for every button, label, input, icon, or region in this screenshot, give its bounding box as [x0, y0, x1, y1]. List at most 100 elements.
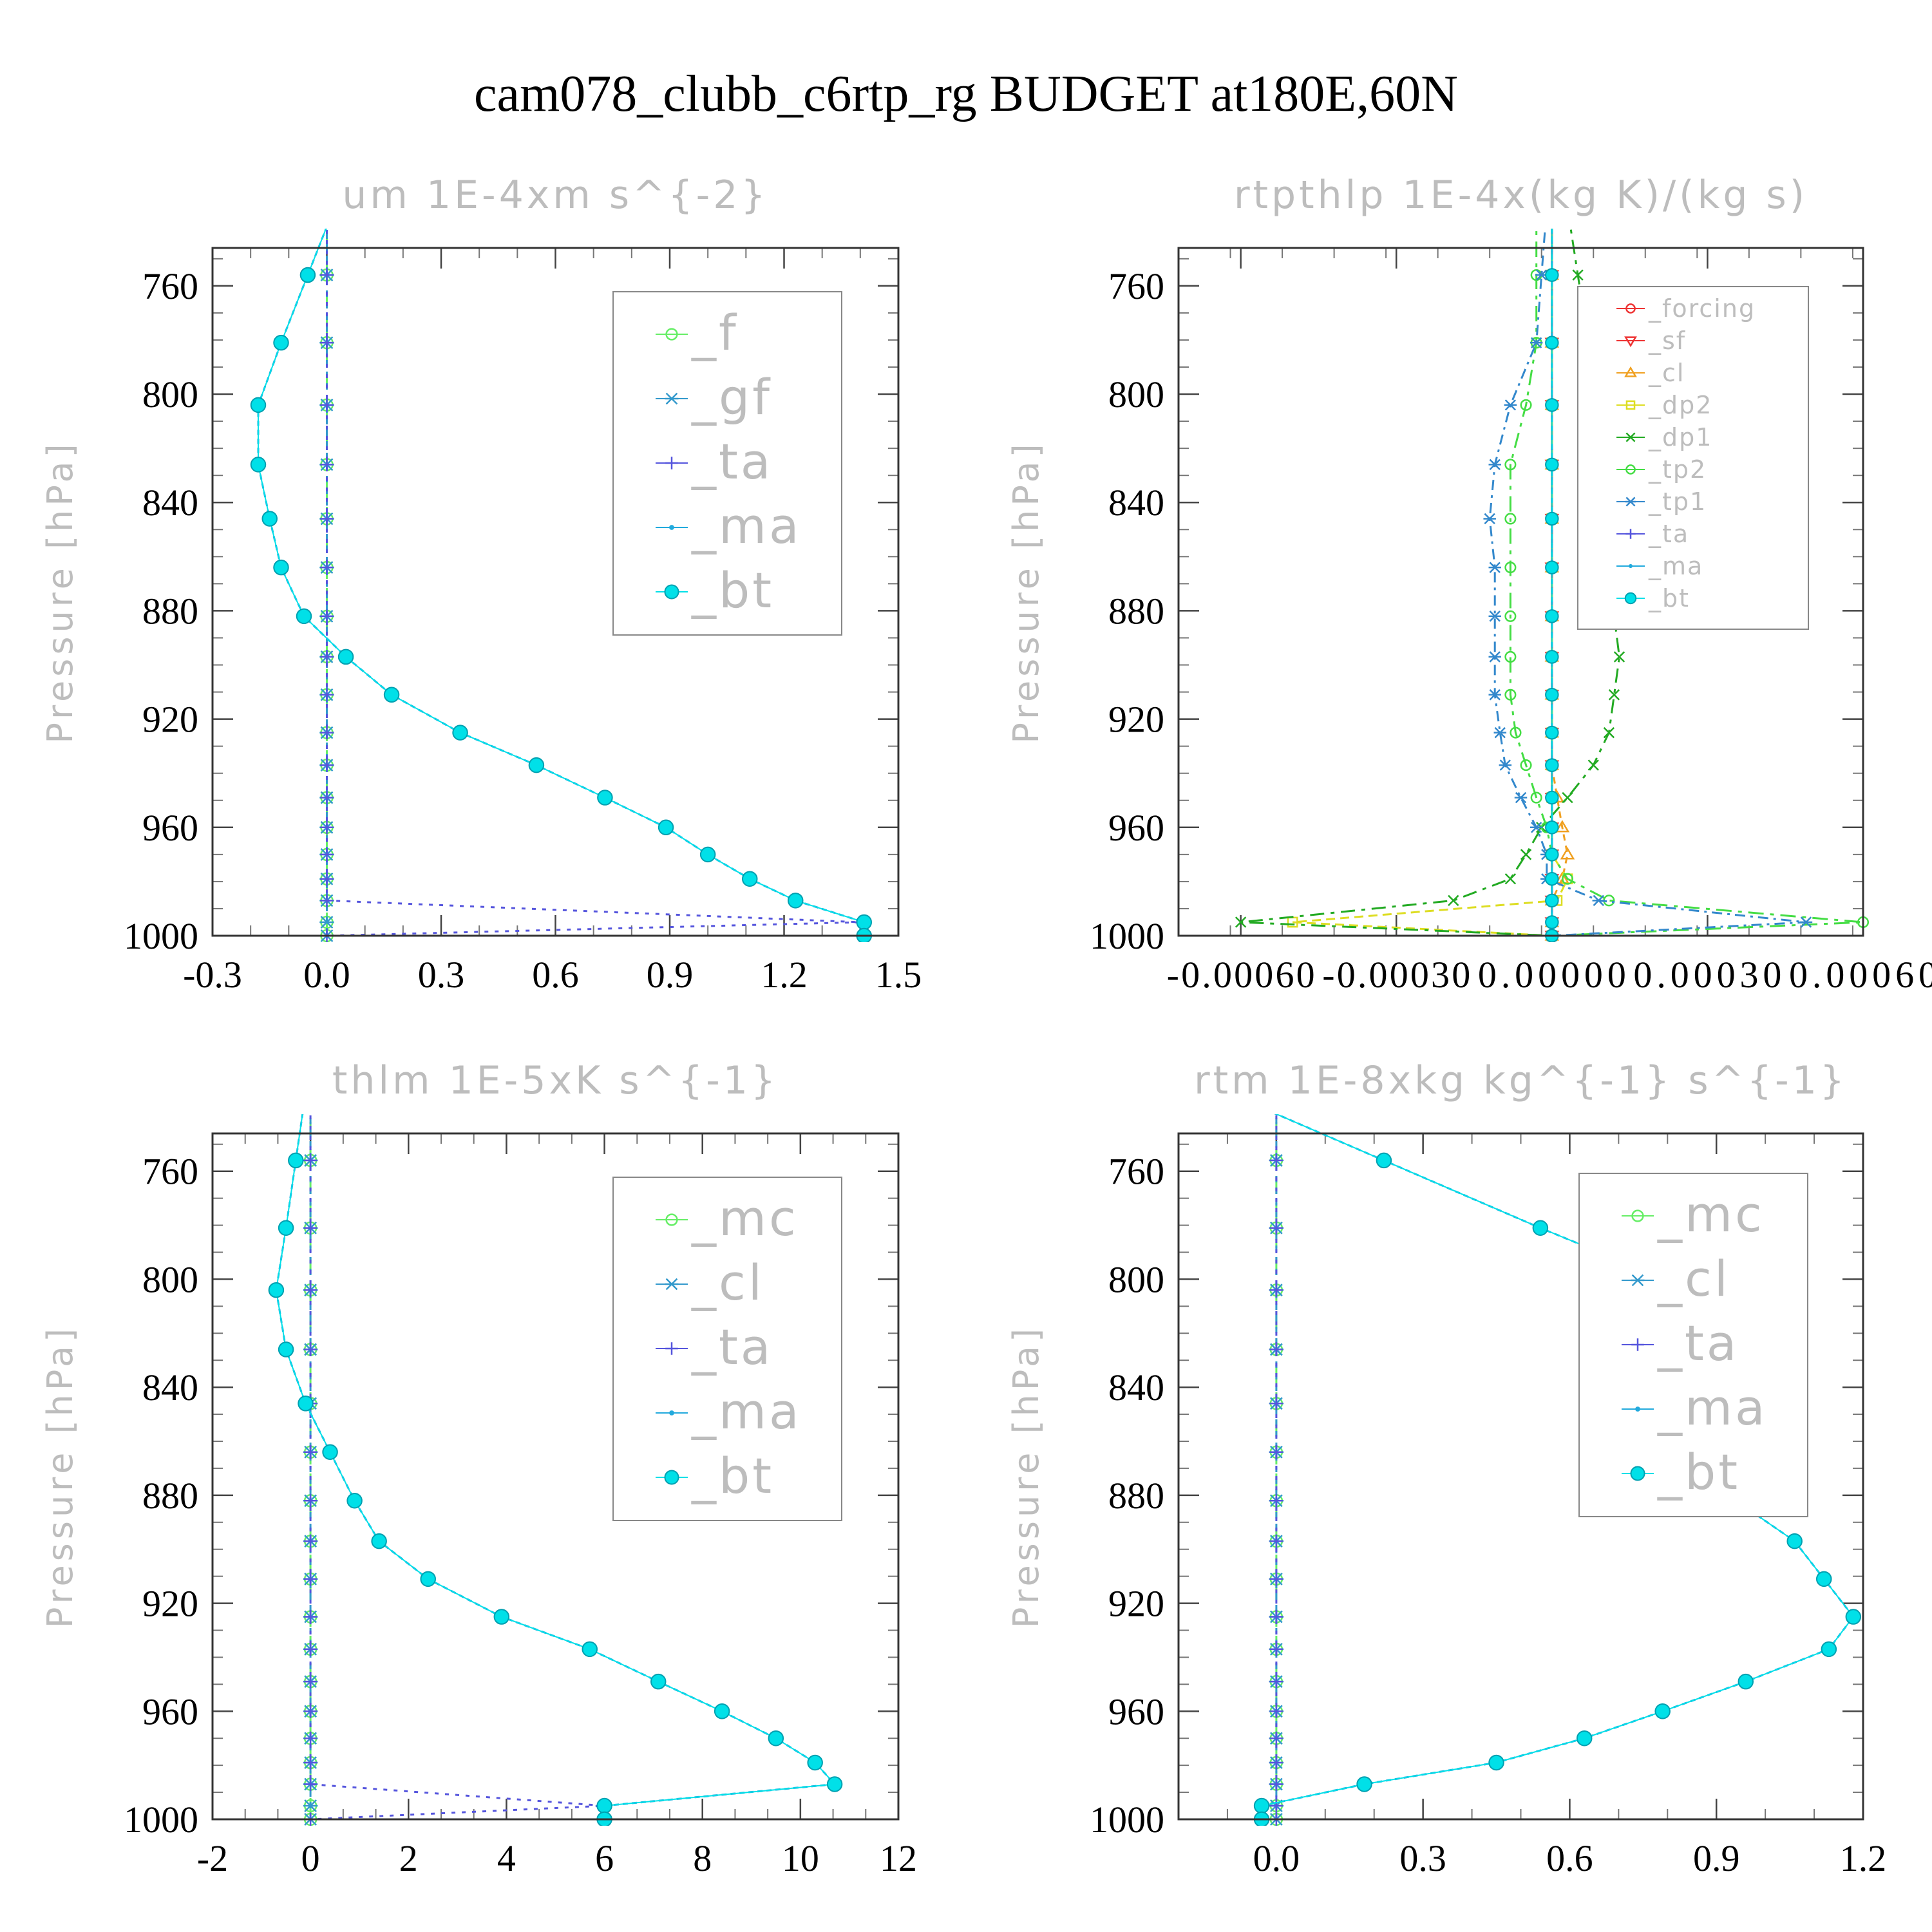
data-point — [1504, 459, 1517, 471]
y-axis-label: Pressure [hPa] — [40, 1325, 80, 1628]
legend-label: _mc — [1657, 1186, 1765, 1243]
legend-marker — [1625, 303, 1636, 314]
x-tick-label: 0.6 — [1546, 1837, 1593, 1879]
data-point — [1504, 610, 1517, 622]
data-point — [1269, 1534, 1283, 1548]
y-tick-label: 960 — [142, 807, 198, 849]
data-point — [1269, 1221, 1283, 1235]
legend: _forcing _sf _cl _dp2 _dp1 _tp2 _tp1 _ta _ma _bt — [1577, 286, 1809, 630]
data-point — [1269, 1342, 1283, 1356]
data-point — [320, 820, 334, 835]
data-point — [1488, 611, 1501, 622]
data-point — [1576, 1730, 1593, 1747]
x-tick-label: -0.00030 — [1322, 954, 1470, 996]
legend-marker — [1631, 1338, 1644, 1351]
legend-label: _dp2 — [1648, 391, 1712, 419]
data-point — [582, 1641, 598, 1658]
legend-marker — [1625, 497, 1636, 507]
legend-marker — [1624, 592, 1637, 605]
x-tick-label: 1.2 — [761, 954, 808, 996]
series-line-dp2 — [1293, 229, 1569, 937]
data-point — [1545, 871, 1559, 886]
data-point — [1488, 1754, 1504, 1771]
x-tick-label: 10 — [782, 1837, 819, 1879]
y-tick-label: 760 — [1108, 1151, 1164, 1193]
data-point — [742, 871, 758, 887]
x-tick-label: 6 — [595, 1837, 614, 1879]
legend-label: _cl — [1648, 359, 1685, 387]
data-point — [768, 1730, 784, 1747]
data-point — [1530, 337, 1543, 348]
x-tick-label: -0.00060 — [1167, 954, 1315, 996]
legend-label: _ta — [1648, 520, 1689, 548]
legend-marker — [669, 1410, 674, 1416]
data-point — [714, 1703, 730, 1719]
data-point — [320, 758, 334, 772]
series-group — [1235, 229, 1870, 942]
data-point — [346, 1492, 363, 1509]
legend-marker — [1631, 1209, 1644, 1222]
data-point — [303, 1610, 317, 1624]
y-axis-label: Pressure [hPa] — [1006, 1325, 1046, 1628]
legend-marker — [1630, 1466, 1645, 1481]
legend-marker — [1625, 529, 1636, 539]
panel-4: rtm 1E-8xkg kg^{-1} s^{-1} Pressure [hPa]… — [1006, 1058, 1886, 1879]
data-point — [303, 1153, 317, 1168]
data-point — [303, 1534, 317, 1548]
data-point — [1816, 1571, 1832, 1587]
data-point — [420, 1571, 436, 1587]
data-point — [1561, 873, 1574, 885]
data-point — [1269, 1674, 1283, 1689]
data-point — [320, 336, 334, 350]
legend-marker — [665, 1278, 679, 1291]
data-point — [320, 398, 334, 412]
x-tick-label: 0.0 — [303, 954, 350, 996]
data-point — [1269, 1445, 1283, 1459]
data-point — [699, 846, 716, 863]
legend-label: _cl — [691, 1254, 764, 1311]
legend-label: _tp2 — [1648, 455, 1707, 484]
data-point — [1587, 759, 1599, 771]
data-point — [1572, 269, 1584, 281]
y-tick-label: 800 — [142, 374, 198, 415]
x-tick-label: 4 — [497, 1837, 516, 1879]
data-point — [1545, 560, 1559, 574]
legend-marker — [664, 1470, 679, 1485]
data-point — [1555, 820, 1570, 833]
data-point — [1269, 1572, 1283, 1586]
legend-marker — [664, 584, 679, 600]
y-tick-label: 760 — [142, 1151, 198, 1193]
series-group — [268, 1114, 843, 1826]
legend-marker — [665, 1342, 678, 1355]
data-point — [320, 893, 334, 907]
y-tick-label: 1000 — [1090, 915, 1164, 957]
data-point — [303, 1445, 317, 1459]
legend-label: _ta — [1657, 1314, 1739, 1372]
data-point — [320, 560, 334, 574]
data-point — [1269, 1731, 1283, 1745]
data-point — [1520, 399, 1532, 411]
data-point — [1738, 1673, 1754, 1690]
x-tick-label: 0.00060 — [1789, 954, 1932, 996]
legend-label: _mc — [691, 1189, 799, 1247]
data-point — [452, 724, 468, 741]
x-tick-label: 0.6 — [532, 954, 579, 996]
x-tick-label: 2 — [399, 1837, 418, 1879]
data-point — [1269, 1610, 1283, 1624]
data-point — [650, 1673, 667, 1690]
legend-label: _ma — [691, 1383, 802, 1440]
legend-label: _forcing — [1648, 294, 1756, 323]
data-point — [826, 1776, 843, 1792]
data-point — [320, 848, 334, 862]
data-point — [268, 1282, 285, 1298]
panel-2: rtpthlp 1E-4x(kg K)/(kg s) Pressure [hPa]… — [1006, 173, 1932, 996]
y-tick-label: 1000 — [124, 915, 198, 957]
legend-label: _tp1 — [1648, 488, 1707, 516]
legend-label: _sf — [1648, 327, 1686, 355]
data-point — [303, 1572, 317, 1586]
legend-label: _ma — [1657, 1379, 1768, 1436]
legend-marker — [1624, 336, 1637, 348]
data-point — [1545, 820, 1559, 835]
y-tick-label: 880 — [1108, 590, 1164, 632]
